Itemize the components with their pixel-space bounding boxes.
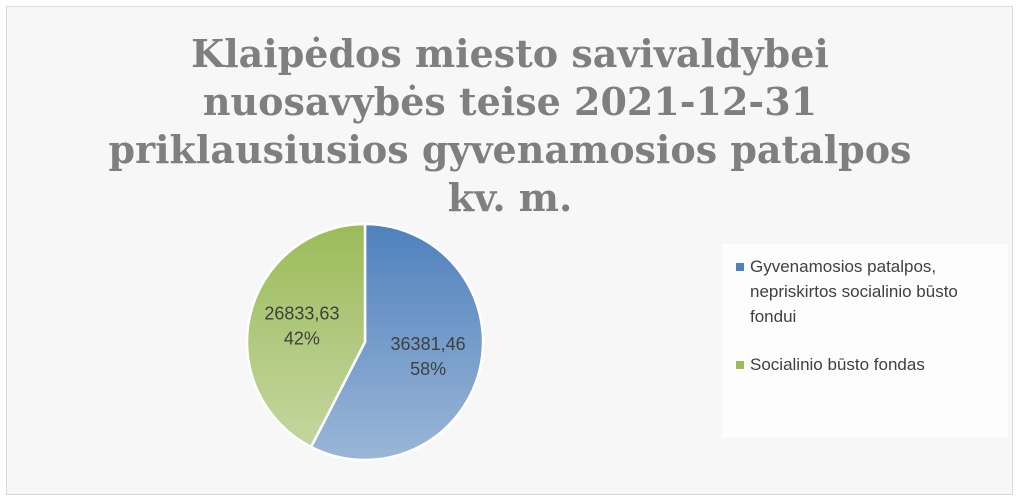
data-label-percent: 42%	[284, 328, 320, 348]
pie-slice	[309, 222, 485, 462]
data-label-percent: 58%	[410, 359, 446, 379]
chart-title: Klaipėdos miesto savivaldybei nuosavybės…	[108, 31, 912, 220]
legend: Gyvenamosios patalpos, nepriskirtos soci…	[722, 244, 1008, 438]
legend-swatch	[736, 361, 744, 369]
data-label: 26833,63	[264, 303, 339, 323]
legend-label: Gyvenamosios patalpos, nepriskirtos soci…	[750, 257, 958, 326]
legend-item: Socialinio būsto fondas	[736, 352, 998, 377]
data-label: 36381,46	[391, 334, 466, 354]
legend-swatch	[736, 263, 744, 271]
legend-label: Socialinio būsto fondas	[750, 355, 925, 374]
pie-slice	[245, 222, 367, 449]
legend-item: Gyvenamosios patalpos, nepriskirtos soci…	[736, 254, 998, 329]
